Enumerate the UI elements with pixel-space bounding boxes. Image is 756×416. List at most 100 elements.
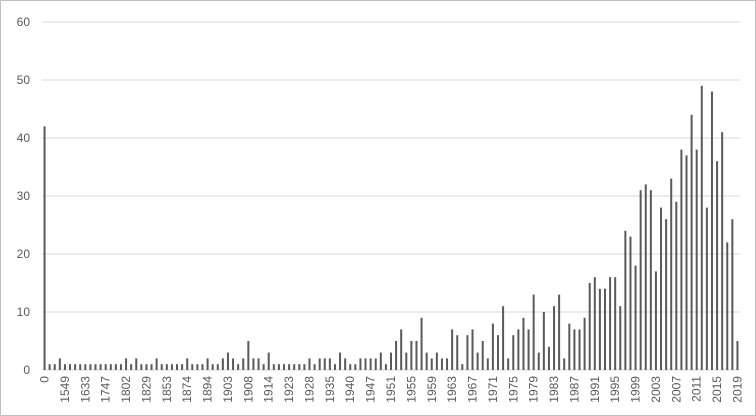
bar: [354, 364, 357, 370]
bar: [277, 364, 280, 370]
bar: [145, 364, 148, 370]
y-tick-label: 40: [17, 131, 31, 145]
bar: [435, 352, 438, 370]
bar: [721, 132, 724, 370]
bar: [690, 114, 693, 370]
bar: [700, 85, 703, 371]
bar: [216, 364, 219, 370]
x-tick-label: 1951: [384, 376, 398, 403]
bar: [624, 230, 627, 370]
bar: [670, 178, 673, 370]
bar: [283, 364, 286, 370]
bar: [125, 358, 128, 370]
bar: [532, 294, 535, 370]
bar: [272, 364, 275, 370]
bar: [405, 352, 408, 370]
bar: [685, 155, 688, 370]
x-tick-label: 0: [38, 376, 52, 383]
x-tick-label: 1947: [364, 376, 378, 403]
x-tick-label: 2019: [730, 376, 744, 403]
bar: [654, 271, 657, 370]
bar: [43, 126, 46, 371]
x-tick-label: 2011: [690, 376, 704, 402]
bar: [736, 341, 739, 370]
bar: [74, 364, 77, 370]
bar: [170, 364, 173, 370]
x-tick-label: 1991: [588, 376, 602, 403]
bar: [89, 364, 92, 370]
y-tick-label: 30: [17, 189, 31, 203]
bar: [94, 364, 97, 370]
bar: [252, 358, 255, 370]
bar: [629, 236, 632, 370]
bar: [395, 341, 398, 370]
y-tick-label: 20: [17, 247, 31, 261]
bar: [379, 352, 382, 370]
bar: [573, 329, 576, 370]
bar: [731, 219, 734, 370]
bar: [593, 277, 596, 370]
bar: [221, 358, 224, 370]
bar: [410, 341, 413, 370]
bar: [507, 358, 510, 370]
x-tick-label: 1829: [139, 376, 153, 403]
bar: [135, 358, 138, 370]
bar: [675, 201, 678, 370]
x-tick-label: 1940: [343, 376, 357, 403]
bar: [471, 329, 474, 370]
bar: [425, 352, 428, 370]
x-tick-label: 1747: [99, 376, 113, 403]
bar: [288, 364, 291, 370]
bar: [390, 352, 392, 370]
bar: [369, 358, 372, 370]
bar: [491, 323, 494, 370]
x-tick-label: 1874: [180, 376, 194, 403]
bar: [155, 358, 158, 370]
bar: [176, 364, 179, 370]
x-tick-label: 1549: [58, 376, 72, 403]
bar: [349, 364, 352, 370]
bar: [140, 364, 143, 370]
y-tick-label: 60: [17, 15, 31, 29]
x-tick-label: 1923: [282, 376, 296, 403]
bar: [461, 364, 464, 370]
bar: [237, 364, 240, 370]
bar: [451, 329, 454, 370]
x-tick-label: 1987: [567, 376, 581, 403]
bar: [364, 358, 367, 370]
bar: [298, 364, 301, 370]
bar: [476, 352, 479, 370]
bar: [522, 317, 525, 370]
bar: [242, 358, 245, 370]
bar: [84, 364, 87, 370]
bar: [695, 149, 698, 370]
bar: [53, 364, 56, 370]
x-tick-label: 1967: [466, 376, 480, 403]
bar: [201, 364, 204, 370]
bar: [303, 364, 306, 370]
x-tick-label: 1928: [302, 376, 316, 403]
bar: [79, 364, 82, 370]
bar: [726, 242, 729, 370]
bar: [716, 161, 719, 370]
x-tick-label: 1999: [629, 376, 643, 403]
bar: [665, 219, 668, 370]
bar: [318, 358, 321, 370]
bar: [150, 364, 153, 370]
x-tick-label: 1955: [404, 376, 418, 403]
x-tick-label: 1914: [262, 376, 276, 403]
x-tick-label: 2007: [669, 376, 683, 403]
bar: [211, 364, 214, 370]
bar: [609, 277, 612, 370]
bar: [644, 184, 647, 370]
x-tick-label: 1995: [608, 376, 622, 403]
bar: [69, 364, 72, 370]
bar: [247, 341, 250, 370]
bar: [502, 306, 505, 370]
bar: [481, 341, 484, 370]
bar: [333, 364, 336, 370]
x-tick-label: 1963: [445, 376, 459, 403]
bar: [119, 364, 122, 370]
x-tick-label: 1802: [119, 376, 133, 403]
x-tick-label: 1959: [425, 376, 439, 403]
